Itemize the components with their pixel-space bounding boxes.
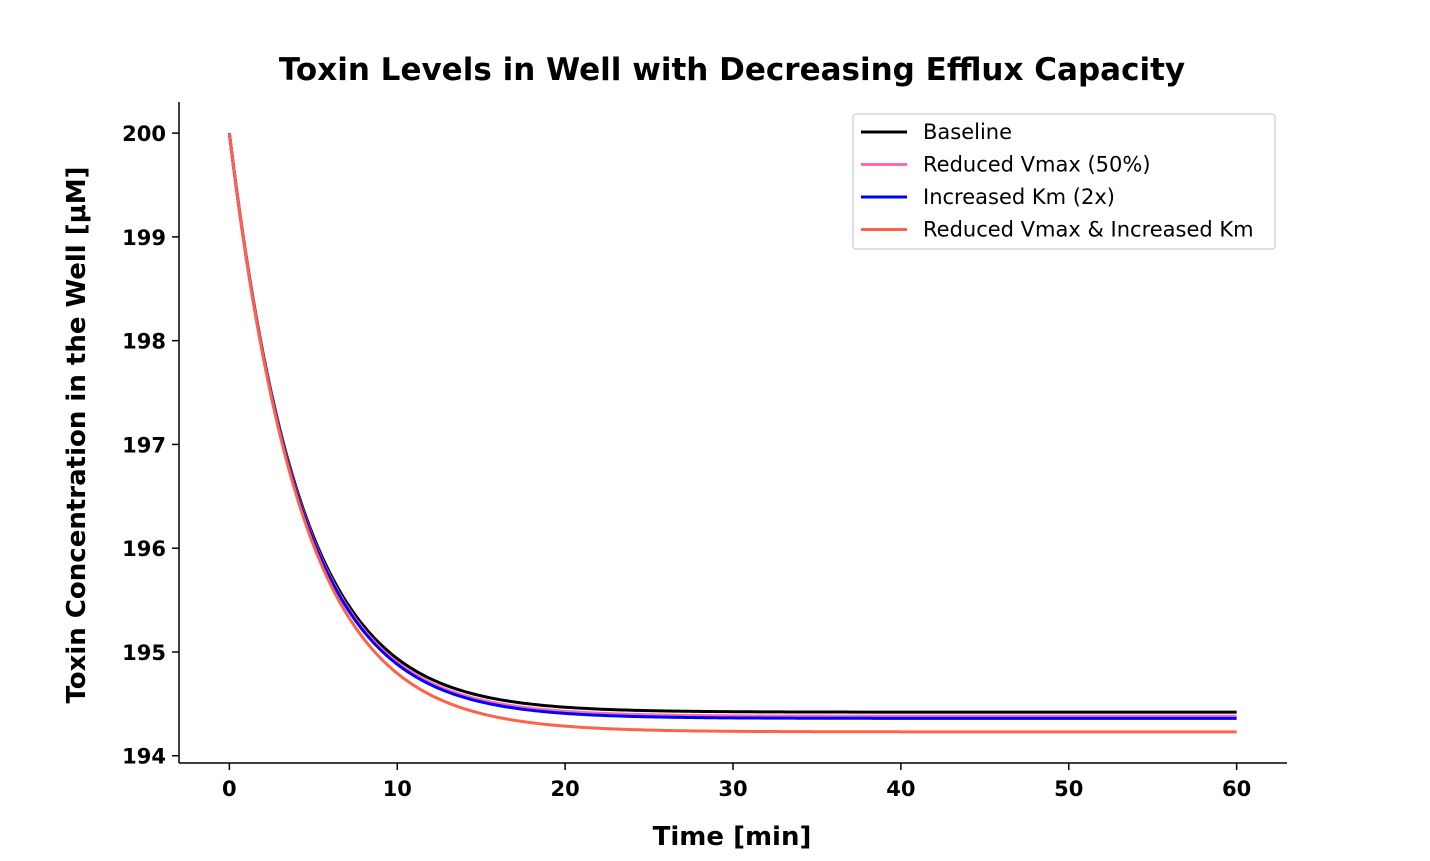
x-tick-label: 20: [551, 777, 580, 801]
x-tick-label: 10: [383, 777, 412, 801]
y-axis: 194 195 196 197 198 199 200: [122, 102, 180, 769]
y-tick-label: 200: [122, 122, 166, 146]
x-tick-label: 60: [1222, 777, 1251, 801]
plot-area: [227, 132, 1237, 734]
x-axis: 0 10 20 30 40 50 60: [179, 762, 1287, 801]
y-tick-label: 199: [122, 226, 166, 250]
legend: Baseline Reduced Vmax (50%) Increased Km (…: [852, 113, 1276, 250]
x-tick-label: 0: [222, 777, 237, 801]
x-axis-label: Time [min]: [653, 822, 812, 852]
series-line-3: [227, 132, 1237, 720]
legend-label-4: Reduced Vmax & Increased Km: [923, 218, 1254, 242]
series-line-1: [227, 132, 1237, 714]
legend-box: [852, 113, 1276, 250]
y-tick-label: 198: [122, 330, 166, 354]
y-tick-label: 194: [122, 745, 166, 769]
legend-label-2: Reduced Vmax (50%): [923, 153, 1151, 177]
legend-label-1: Baseline: [923, 120, 1012, 144]
legend-label-3: Increased Km (2x): [923, 185, 1115, 209]
y-axis-label: Toxin Concentration in the Well [μM]: [62, 166, 92, 703]
y-tick-label: 195: [122, 641, 166, 665]
x-tick-label: 50: [1054, 777, 1083, 801]
y-tick-label: 197: [122, 433, 166, 457]
x-tick-label: 30: [718, 777, 747, 801]
series-line-4: [227, 132, 1237, 734]
y-tick-label: 196: [122, 537, 166, 561]
chart-title: Toxin Levels in Well with Decreasing Eff…: [279, 52, 1185, 88]
x-tick-label: 40: [886, 777, 915, 801]
